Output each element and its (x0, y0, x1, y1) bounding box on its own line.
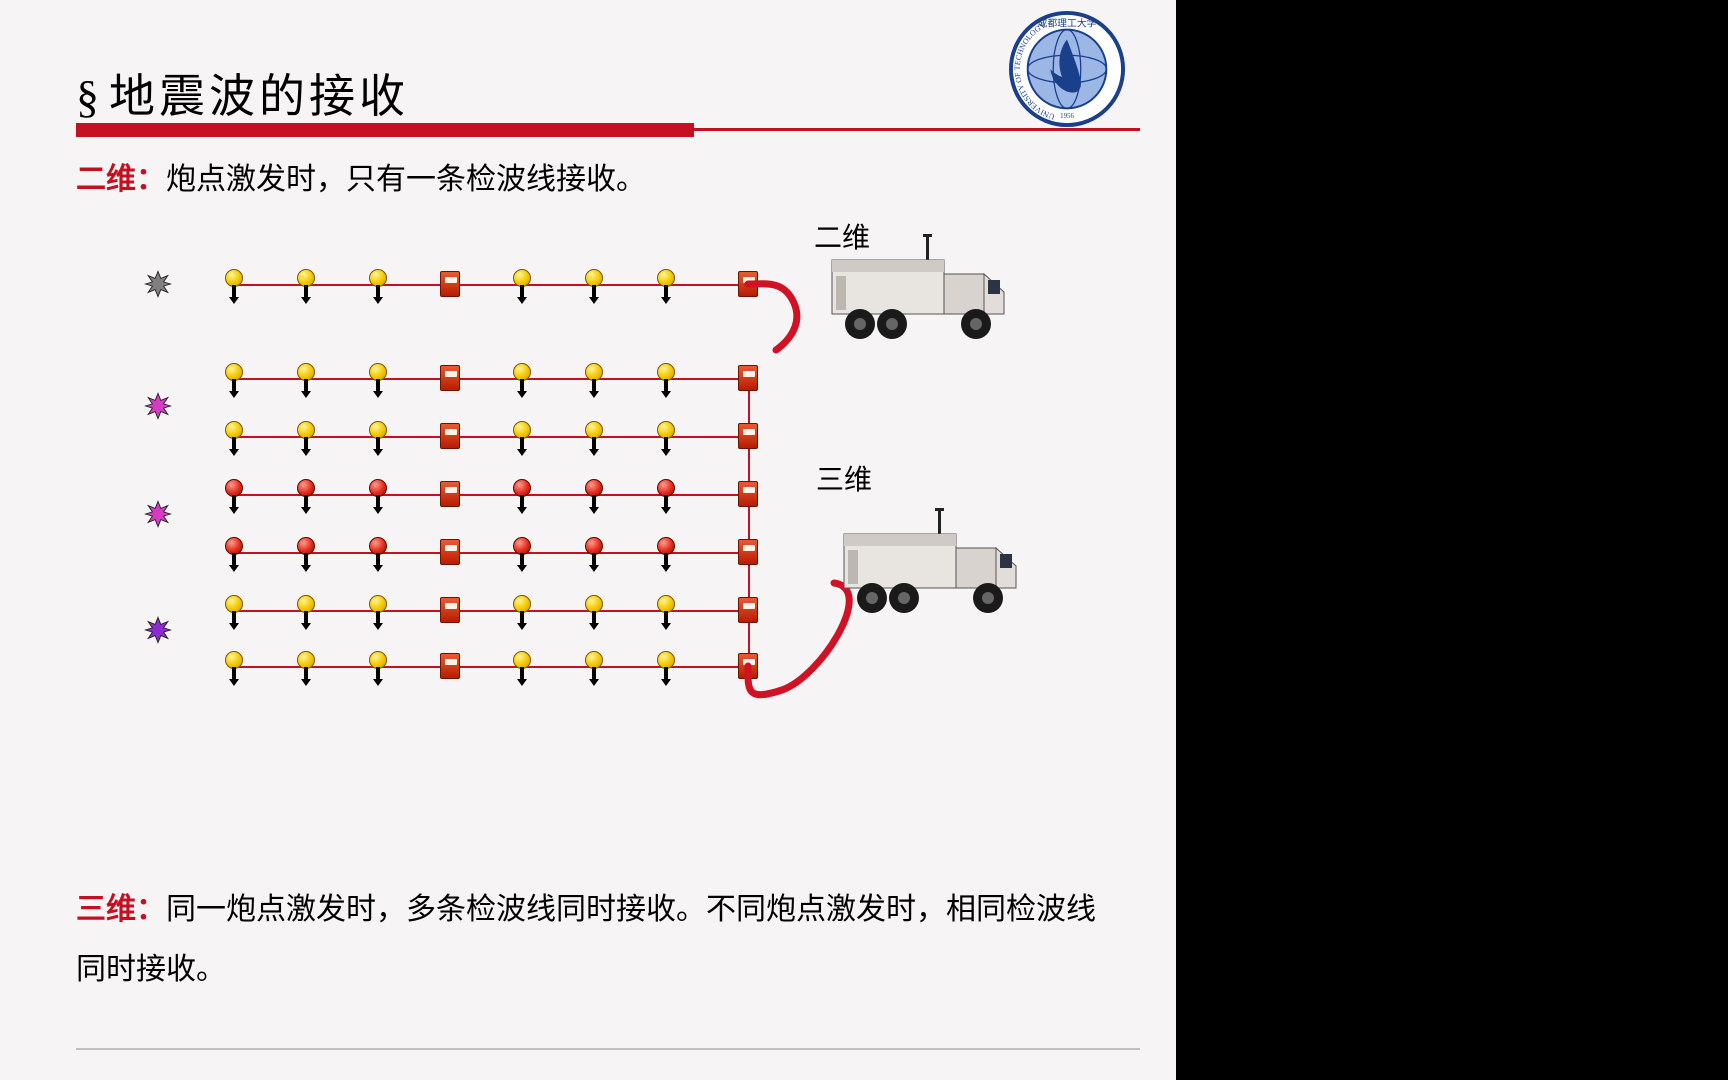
right-black-bar (1176, 20, 1184, 842)
seismic-diagram: 二维 三维 (76, 208, 1136, 736)
label-3d: 三维： (76, 893, 166, 926)
slide-title: §地震波的接收 (76, 71, 409, 122)
recording-truck-icon (816, 228, 1016, 353)
slide-title-row: §地震波的接收 (76, 60, 409, 126)
university-logo: UNIVERSITY OF TECHNOLOGY 1956 成都理工大学 (1008, 10, 1126, 128)
def-3d-text: 同一炮点激发时，多条检波线同时接收。不同炮点激发时，相同检波线同时接收。 (76, 893, 1096, 986)
title-rule-thick (76, 123, 694, 137)
definition-2d: 二维：炮点激发时，只有一条检波线接收。 (76, 156, 1136, 204)
section-mark: § (76, 71, 103, 122)
svg-text:1956: 1956 (1060, 113, 1074, 120)
def-2d-text: 炮点激发时，只有一条检波线接收。 (166, 163, 646, 196)
title-text: 地震波的接收 (109, 71, 409, 122)
svg-text:成都理工大学: 成都理工大学 (1038, 17, 1097, 30)
recording-truck-icon (828, 502, 1028, 627)
definition-3d: 三维：同一炮点激发时，多条检波线同时接收。不同炮点激发时，相同检波线同时接收。 (76, 880, 1106, 1000)
bottom-rule (76, 1048, 1140, 1050)
label-2d: 二维： (76, 163, 166, 196)
slide: §地震波的接收 UNIVERSITY OF TECHNOLOGY 1956 成都… (0, 0, 1176, 1080)
